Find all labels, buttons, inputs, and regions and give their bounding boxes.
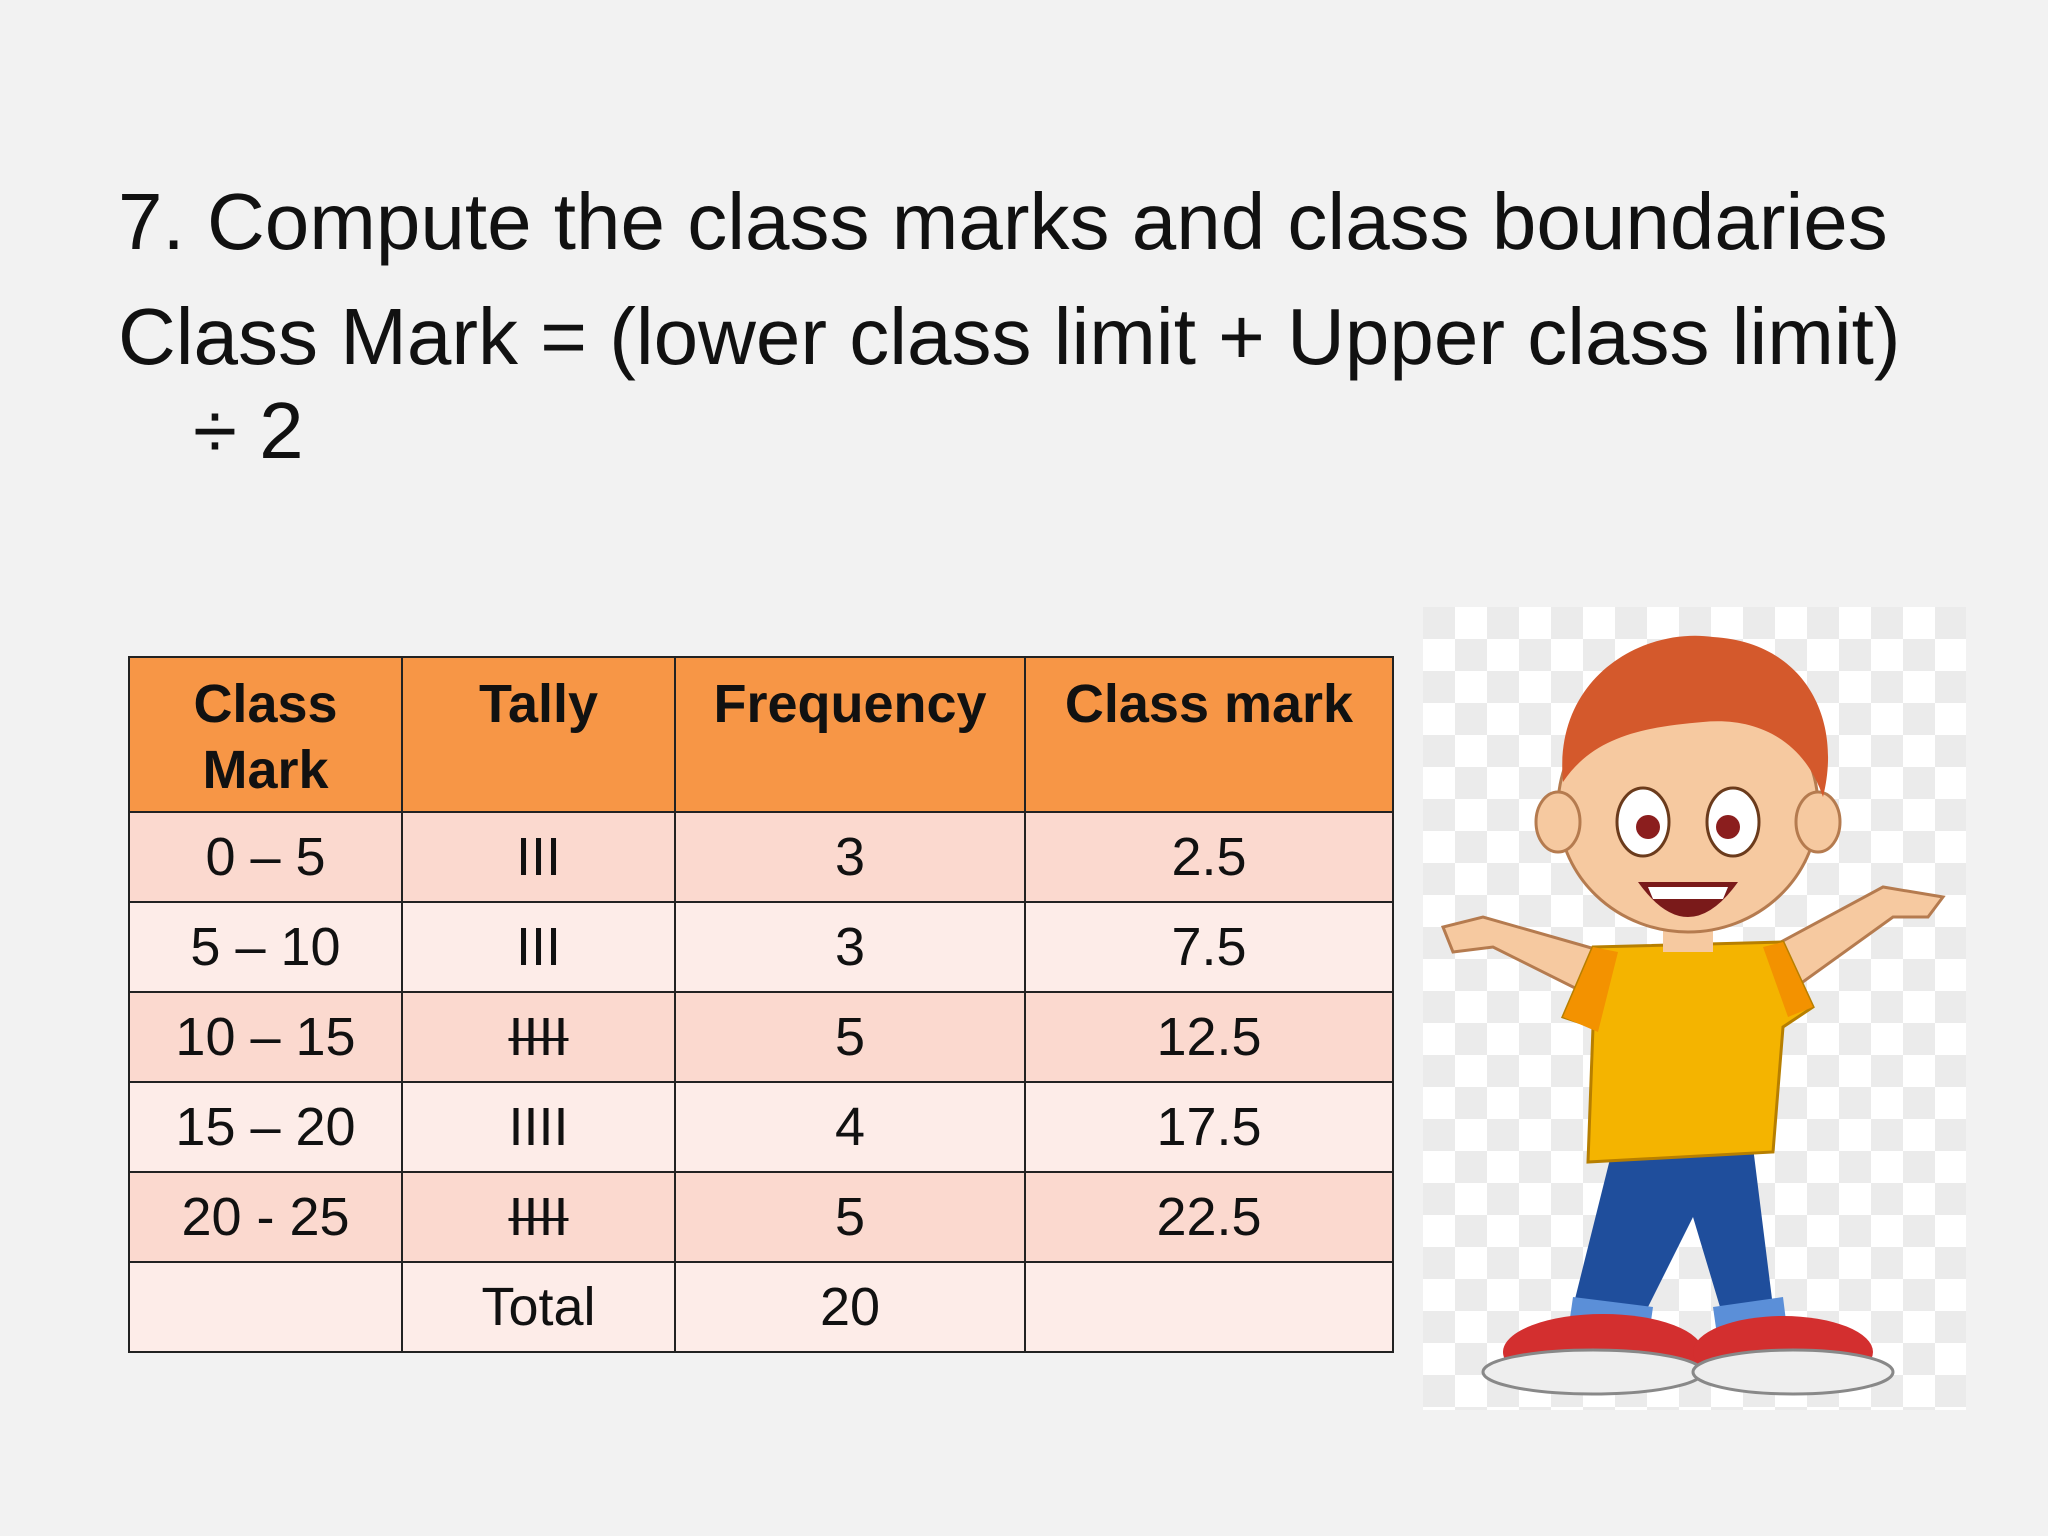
table-cell: 12.5: [1024, 991, 1394, 1083]
cell-text: 15 – 20: [175, 1097, 356, 1157]
frequency-table: Class Mark Tally Frequency Class mark 0 …: [128, 656, 1394, 1353]
cell-text: 12.5: [1156, 1007, 1262, 1067]
table-cell: [1024, 1261, 1394, 1353]
table-cell: III: [401, 901, 676, 993]
table-cell: 5 – 10: [128, 901, 403, 993]
table-cell: 20: [674, 1261, 1026, 1353]
cell-text: 4: [834, 1097, 866, 1157]
slide-title: 7. Compute the class marks and class bou…: [118, 177, 1888, 266]
total-row: Total 20: [128, 1261, 1394, 1353]
table-cell: 3: [674, 901, 1026, 993]
table-cell: [128, 1261, 403, 1353]
cell-text: 5 – 10: [190, 917, 341, 977]
cell-text: 10 – 15: [175, 1007, 356, 1067]
cell-text: 0 – 5: [205, 827, 326, 887]
formula: Class Mark = (lower class limit + Upper …: [118, 292, 1901, 381]
cell-text: III: [515, 917, 561, 977]
header-cell: Tally: [401, 656, 676, 813]
table-row: 20 - 25 IIII 5 22.5: [128, 1171, 1394, 1263]
header-cell: Class Mark: [128, 656, 403, 813]
table-row: 5 – 10 III 3 7.5: [128, 901, 1394, 993]
cell-text: III: [515, 827, 561, 887]
table-row: 0 – 5 III 3 2.5: [128, 811, 1394, 903]
header-cell: Class mark: [1024, 656, 1394, 813]
table-cell: 22.5: [1024, 1171, 1394, 1263]
table-cell: 15 – 20: [128, 1081, 403, 1173]
header-text: Class Mark: [193, 674, 338, 800]
cell-text: 5: [834, 1007, 866, 1067]
table-cell: IIII: [401, 991, 676, 1083]
table-cell: 4: [674, 1081, 1026, 1173]
cell-text: IIII: [508, 1187, 569, 1247]
header-cell: Frequency: [674, 656, 1026, 813]
cell-text: 5: [834, 1187, 866, 1247]
header-row: Class Mark Tally Frequency Class mark: [128, 656, 1394, 813]
table-cell: Total: [401, 1261, 676, 1353]
cell-text: 17.5: [1156, 1097, 1262, 1157]
table-cell: IIII: [401, 1171, 676, 1263]
table-cell: 5: [674, 991, 1026, 1083]
table-row: 10 – 15 IIII 5 12.5: [128, 991, 1394, 1083]
table-row: 15 – 20 IIII 4 17.5: [128, 1081, 1394, 1173]
cell-text: 3: [834, 917, 866, 977]
table-cell: 2.5: [1024, 811, 1394, 903]
table-cell: 7.5: [1024, 901, 1394, 993]
table-cell: 20 - 25: [128, 1171, 403, 1263]
cell-text: IIII: [508, 1097, 569, 1157]
cell-text: 7.5: [1171, 917, 1247, 977]
table-cell: III: [401, 811, 676, 903]
table-cell: 0 – 5: [128, 811, 403, 903]
table-cell: IIII: [401, 1081, 676, 1173]
table-body: 0 – 5 III 3 2.5 5 – 10 III 3 7.5 10 – 15 IIII 5 12.…: [128, 811, 1394, 1353]
cell-text: 3: [834, 827, 866, 887]
cell-text: IIII: [508, 1007, 569, 1067]
cell-text: 20 - 25: [181, 1187, 350, 1247]
table-cell: 5: [674, 1171, 1026, 1263]
table-cell: 17.5: [1024, 1081, 1394, 1173]
boy-illustration: [1423, 607, 1966, 1410]
formula: ÷ 2: [193, 386, 304, 475]
table-cell: 3: [674, 811, 1026, 903]
cell-text: 22.5: [1156, 1187, 1262, 1247]
cell-text: 2.5: [1171, 827, 1247, 887]
table-cell: 10 – 15: [128, 991, 403, 1083]
